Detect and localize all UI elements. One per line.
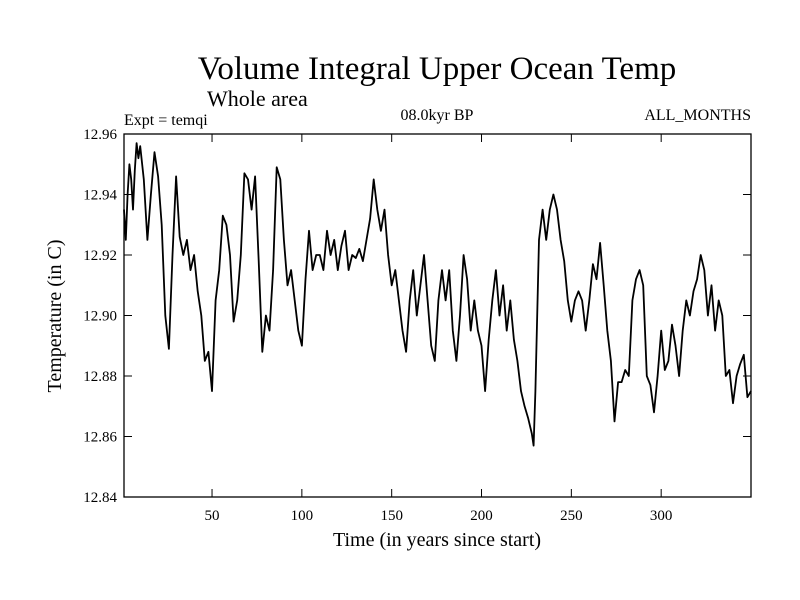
months-label: ALL_MONTHS: [644, 107, 751, 124]
y-tick-label: 12.96: [83, 127, 117, 143]
y-axis-label: Temperature (in C): [44, 240, 66, 393]
y-tick-label: 12.86: [83, 430, 117, 446]
x-tick-label: 100: [291, 508, 314, 524]
y-tick-label: 12.88: [83, 369, 117, 385]
x-axis-ticks: 50 100 150 200 250 300: [205, 134, 673, 524]
series-line-temqi: [123, 142, 752, 447]
y-tick-label: 12.90: [83, 309, 117, 325]
y-axis-ticks: 12.84 12.86 12.88 12.90 12.92 12.94 12.96: [83, 127, 751, 506]
experiment-label: Expt = temqi: [124, 112, 208, 129]
x-tick-label: 50: [205, 508, 220, 524]
period-label: 08.0kyr BP: [401, 107, 474, 124]
y-tick-label: 12.92: [83, 248, 117, 264]
chart-title: Volume Integral Upper Ocean Temp: [198, 51, 676, 87]
x-tick-label: 150: [380, 508, 403, 524]
x-tick-label: 250: [560, 508, 583, 524]
y-tick-label: 12.94: [83, 188, 117, 204]
y-tick-label: 12.84: [83, 490, 117, 506]
x-tick-label: 300: [650, 508, 673, 524]
x-axis-label: Time (in years since start): [333, 529, 541, 551]
series-layer: [123, 142, 752, 447]
chart-subtitle: Whole area: [207, 86, 308, 111]
x-tick-label: 200: [470, 508, 493, 524]
